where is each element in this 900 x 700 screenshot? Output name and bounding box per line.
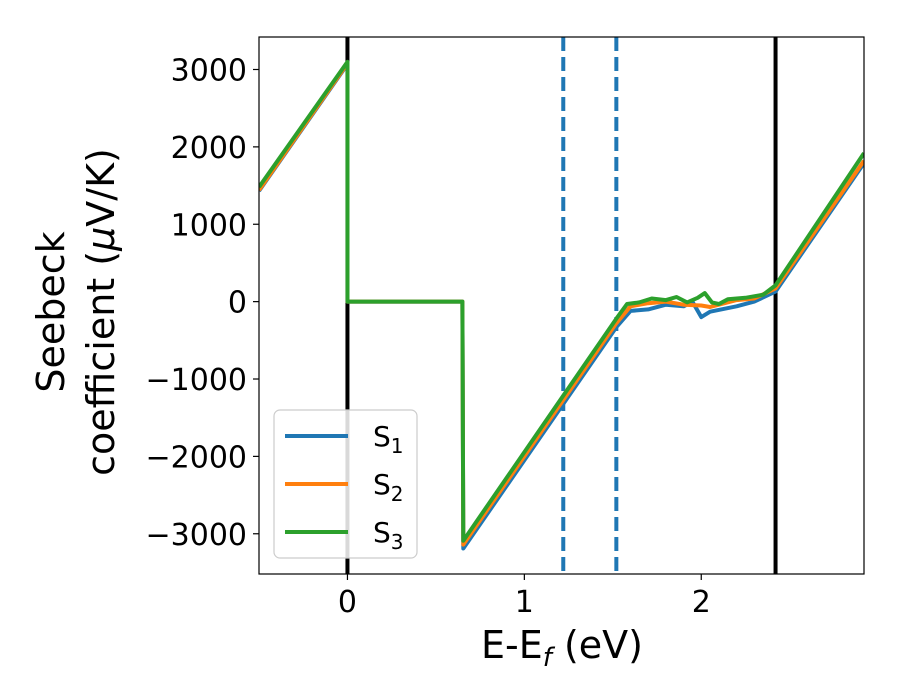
legend-label-s3: S3 (373, 516, 404, 554)
y-axis-label-text: coefficient ( (79, 251, 123, 476)
x-tick-label: 2 (692, 585, 711, 620)
y-axis-ticks: 3000 2000 1000 0 −1000 −2000 −3000 (146, 53, 259, 553)
y-axis-label: Seebeck coefficient (μV/K) (29, 148, 123, 476)
legend-label-s2: S2 (373, 468, 404, 506)
y-tick-label: −2000 (146, 440, 247, 475)
legend-label-s1: S1 (373, 420, 404, 458)
x-axis-label-main: E-E (481, 623, 543, 667)
y-tick-label: 2000 (171, 131, 247, 166)
y-tick-label: 3000 (171, 53, 247, 88)
y-axis-label-mu: μ (79, 227, 123, 252)
y-axis-label-line1: Seebeck (29, 231, 73, 392)
y-tick-label: −1000 (146, 363, 247, 398)
y-tick-label: −3000 (146, 518, 247, 553)
y-axis-label-line2: coefficient (μV/K) (79, 148, 123, 476)
x-axis-label: E-Ef (eV) (481, 623, 643, 673)
x-tick-label: 1 (515, 585, 534, 620)
y-axis-label-unit: V/K) (79, 148, 123, 227)
series-line-s3 (259, 59, 864, 543)
plot-frame (258, 36, 865, 575)
legend: S1 S2 S3 (273, 409, 418, 559)
x-tick-label: 0 (338, 585, 357, 620)
x-axis-label-unit: (eV) (552, 623, 643, 667)
x-axis-ticks: 0 1 2 (338, 574, 711, 620)
y-tick-label: 0 (228, 286, 247, 321)
y-tick-label: 1000 (171, 208, 247, 243)
legend-entries: S1 S2 S3 (285, 420, 404, 554)
data-series (259, 59, 864, 551)
